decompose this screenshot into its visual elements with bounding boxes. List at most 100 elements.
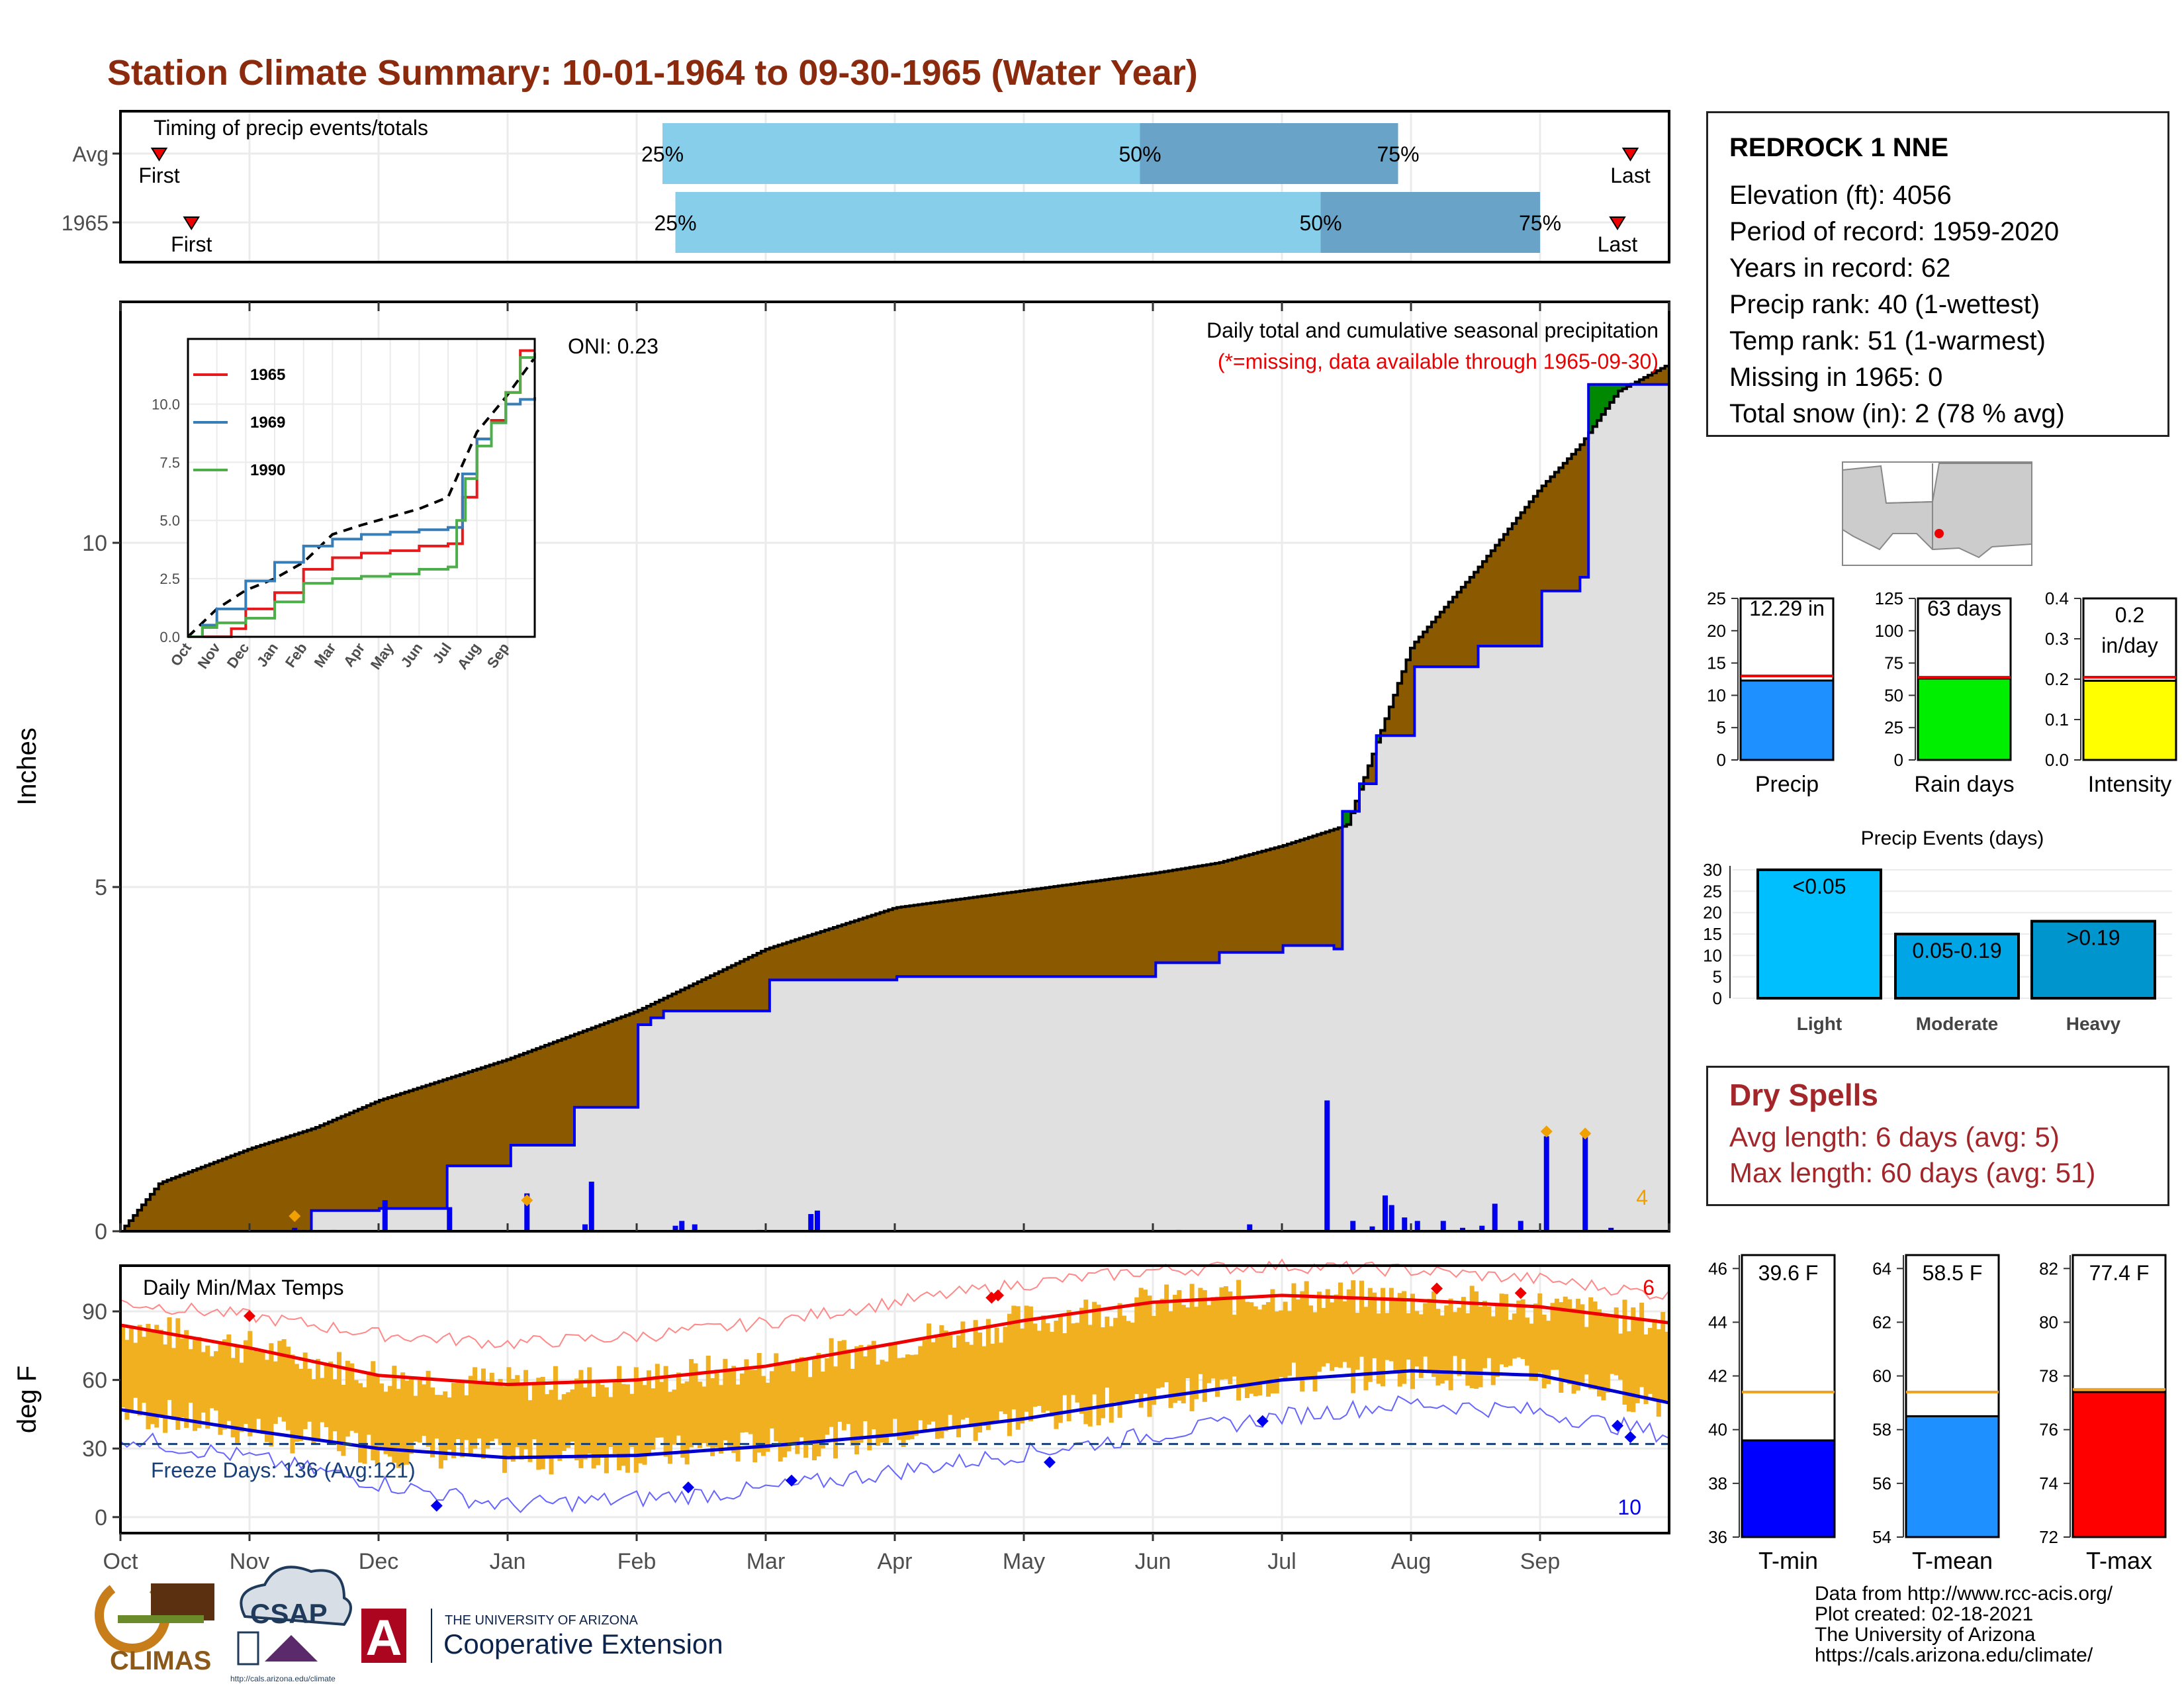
daily-temp-bar — [1457, 1307, 1462, 1376]
daily-temp-bar — [328, 1361, 334, 1443]
daily-temp-bar — [892, 1342, 897, 1419]
daily-temp-bar — [146, 1323, 151, 1430]
daily-precip-bar — [1460, 1227, 1465, 1231]
daily-temp-bar — [727, 1369, 732, 1448]
daily-temp-bar — [179, 1338, 185, 1418]
daily-temp-bar — [1656, 1329, 1661, 1417]
precip-panel-title: Daily total and cumulative seasonal prec… — [1206, 318, 1659, 342]
daily-temp-bar — [718, 1385, 723, 1454]
precip-panel-subtitle: (*=missing, data available through 1965-… — [1218, 350, 1659, 373]
timing-p75-label: 75% — [1519, 211, 1561, 235]
events-bar-heavy — [2030, 919, 2156, 1000]
daily-temp-bar — [731, 1366, 737, 1453]
daily-temp-bar — [672, 1389, 677, 1445]
daily-temp-bar — [651, 1388, 656, 1450]
daily-temp-bar — [566, 1392, 571, 1448]
temp-x-tick-label: Oct — [103, 1549, 138, 1574]
temp-bar-y-tick-label: 46 — [1708, 1258, 1727, 1278]
daily-temp-bar — [752, 1370, 758, 1463]
events-y-tick-label: 30 — [1703, 860, 1722, 880]
daily-precip-bar — [1440, 1221, 1446, 1231]
temp-bar-value-label: 39.6 F — [1758, 1261, 1819, 1285]
daily-temp-bar — [239, 1362, 244, 1432]
daily-temp-bar — [243, 1340, 248, 1425]
daily-temp-bar — [854, 1346, 860, 1455]
precip-events-title: Precip Events (days) — [1861, 827, 2044, 849]
daily-temp-bar — [260, 1352, 265, 1434]
temp-bar-chart-t-mean: 54 56 58 60 62 64 58.5 F T-mean — [1872, 1254, 2000, 1574]
daily-temp-bar — [1592, 1301, 1598, 1389]
mini-bar-value-label: 63 days — [1927, 596, 2001, 620]
daily-temp-bar — [485, 1383, 490, 1449]
station-years-in-record: Years in record: 62 — [1729, 254, 1951, 283]
temp-bar-y-tick-label: 38 — [1708, 1474, 1727, 1493]
daily-temp-bar — [396, 1389, 401, 1468]
record-temp-marker — [1624, 1430, 1637, 1443]
daily-temp-bar — [1126, 1321, 1131, 1403]
daily-temp-bar — [1376, 1313, 1381, 1384]
daily-temp-bar — [1109, 1326, 1114, 1423]
daily-temp-bar — [723, 1358, 728, 1440]
temp-bar-y-tick-label: 64 — [1872, 1258, 1891, 1278]
daily-temp-bar — [1537, 1293, 1543, 1373]
daily-temp-bar — [230, 1358, 236, 1438]
events-y-tick-label: 15 — [1703, 924, 1722, 944]
timing-last-label: Last — [1610, 164, 1651, 187]
mini-bar-y-tick-label: 100 — [1875, 621, 1903, 641]
daily-temp-bar — [1406, 1313, 1411, 1360]
daily-temp-bar — [1355, 1313, 1360, 1370]
mini-bar-chart-precip: 0 5 10 15 20 25 12.29 in Precip — [1707, 588, 1835, 797]
daily-temp-bar — [332, 1379, 338, 1432]
daily-temp-bar — [201, 1352, 206, 1413]
daily-temp-bar — [1363, 1307, 1369, 1391]
events-bar-light — [1756, 868, 1882, 1000]
daily-temp-bar — [1143, 1289, 1148, 1394]
timing-first-label: First — [171, 232, 212, 256]
record-min-line — [120, 1395, 1670, 1513]
daily-temp-bar — [422, 1384, 427, 1436]
temp-x-tick-label: Jan — [490, 1549, 526, 1574]
daily-temp-bar — [952, 1347, 957, 1428]
daily-temp-bar — [286, 1346, 291, 1430]
mini-bar-value-bar — [2082, 679, 2177, 761]
daily-temp-bar — [1075, 1323, 1080, 1403]
daily-temp-bar — [578, 1370, 584, 1468]
daily-temp-bar — [1584, 1327, 1589, 1375]
daily-temp-bar — [795, 1358, 800, 1454]
daily-temp-bar — [307, 1368, 312, 1422]
daily-temp-bar — [964, 1342, 970, 1418]
events-y-tick-label: 5 — [1713, 967, 1722, 987]
daily-temp-bar — [311, 1379, 316, 1444]
inset-y-tick-label: 2.5 — [159, 571, 180, 587]
record-temp-marker — [1044, 1456, 1056, 1468]
daily-temp-bar — [167, 1317, 172, 1400]
daily-temp-bar — [1342, 1301, 1347, 1362]
daily-temp-bar — [1614, 1307, 1619, 1376]
daily-temp-bar — [1160, 1299, 1165, 1387]
daily-temp-bar — [1130, 1323, 1135, 1400]
daily-precip-bar — [1388, 1205, 1394, 1231]
daily-temp-bar — [684, 1381, 690, 1465]
record-temp-marker — [1612, 1419, 1623, 1432]
timing-p50-label: 50% — [1118, 142, 1161, 166]
daily-temp-bar — [642, 1385, 647, 1465]
daily-temp-bar — [124, 1340, 130, 1420]
daily-temp-bar — [1567, 1299, 1572, 1384]
mini-bar-y-tick-label: 10 — [1707, 685, 1726, 705]
timing-bar-50-75 — [1140, 123, 1398, 184]
daily-temp-bar — [680, 1383, 686, 1458]
daily-temp-bar — [175, 1318, 181, 1430]
mini-bar-value-bar — [1917, 677, 2012, 761]
daily-temp-bar — [1397, 1293, 1402, 1387]
daily-temp-bar — [269, 1343, 274, 1447]
daily-temp-bar — [553, 1366, 558, 1457]
mini-bar-y-tick-label: 125 — [1875, 588, 1903, 608]
daily-temp-bar — [468, 1376, 473, 1455]
daily-temp-bar — [184, 1330, 189, 1428]
credit-data-source: Data from http://www.rcc-acis.org/ — [1815, 1583, 2113, 1605]
temp-x-tick-label: Aug — [1391, 1549, 1432, 1574]
daily-temp-bar — [1533, 1303, 1538, 1382]
daily-temp-bar — [531, 1385, 537, 1440]
daily-temp-bar — [214, 1351, 219, 1411]
